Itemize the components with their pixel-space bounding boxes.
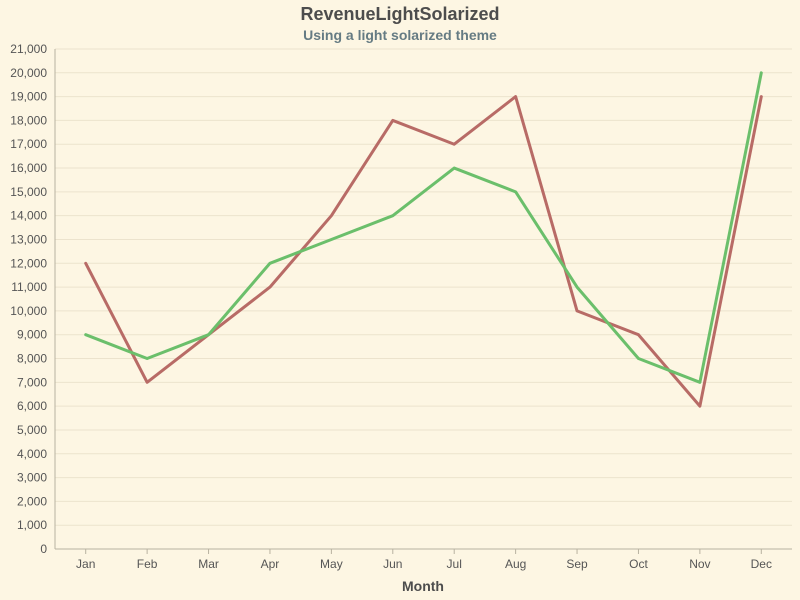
chart-title: RevenueLightSolarized (300, 4, 499, 24)
y-tick-label: 4,000 (17, 447, 47, 461)
y-tick-label: 6,000 (17, 399, 47, 413)
x-tick-label: Mar (198, 557, 219, 571)
grid-lines (55, 48, 792, 526)
y-axis-ticks: 0 1,000 2,000 3,000 4,000 5,000 6,000 7,000 8,00… (10, 42, 47, 556)
x-tick-label: Jul (447, 557, 462, 571)
x-tick-label: Jun (383, 557, 402, 571)
y-tick-label: 5,000 (17, 423, 47, 437)
chart-subtitle: Using a light solarized theme (303, 27, 497, 43)
y-tick-label: 3,000 (17, 471, 47, 485)
y-tick-label: 16,000 (10, 161, 47, 175)
x-tick-label: Jan (76, 557, 95, 571)
x-axis-ticks: Jan Feb Mar Apr May Jun Jul Aug Sep Oct Nov Dec (76, 549, 772, 571)
y-tick-label: 18,000 (10, 113, 47, 127)
y-tick-label: 13,000 (10, 232, 47, 246)
x-tick-label: Feb (137, 557, 158, 571)
y-tick-label: 0 (40, 542, 47, 556)
y-tick-label: 10,000 (10, 304, 47, 318)
x-axis-label: Month (402, 578, 444, 594)
y-tick-label: 17,000 (10, 137, 47, 151)
series-line-2 (84, 71, 763, 384)
x-tick-label: Nov (689, 557, 710, 571)
x-tick-label: Sep (566, 557, 588, 571)
y-tick-label: 2,000 (17, 494, 47, 508)
y-tick-label: 9,000 (17, 328, 47, 342)
axes (54, 49, 792, 550)
y-tick-label: 8,000 (17, 352, 47, 366)
series-line-1 (84, 95, 763, 408)
y-tick-label: 14,000 (10, 209, 47, 223)
x-tick-label: Aug (505, 557, 526, 571)
y-tick-label: 15,000 (10, 185, 47, 199)
x-tick-label: Apr (261, 557, 280, 571)
x-tick-label: May (320, 557, 343, 571)
y-tick-label: 20,000 (10, 66, 47, 80)
x-tick-label: Oct (629, 557, 648, 571)
y-tick-label: 11,000 (11, 280, 47, 294)
y-tick-label: 21,000 (10, 42, 47, 56)
series-layer (84, 71, 763, 408)
x-tick-label: Dec (751, 557, 772, 571)
y-tick-label: 12,000 (10, 256, 47, 270)
y-tick-label: 19,000 (10, 90, 47, 104)
y-tick-label: 1,000 (17, 518, 47, 532)
y-tick-label: 7,000 (17, 375, 47, 389)
